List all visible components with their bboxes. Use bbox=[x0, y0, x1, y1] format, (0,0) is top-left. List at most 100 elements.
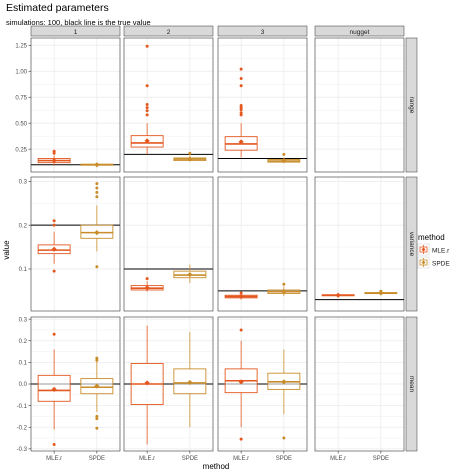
chart-subtitle: simulations: 100, black line is the true… bbox=[6, 18, 151, 27]
outlier-point bbox=[145, 113, 149, 117]
y-tick-label: 0.3 bbox=[19, 317, 28, 323]
panel bbox=[314, 316, 405, 452]
column-strip bbox=[314, 25, 405, 37]
mean-marker bbox=[238, 379, 244, 385]
panel-border bbox=[123, 316, 214, 452]
row-strip-label: variance bbox=[408, 232, 415, 257]
mean-marker bbox=[281, 157, 287, 164]
mean-marker bbox=[238, 139, 244, 145]
column-strip-label: 3 bbox=[261, 29, 265, 36]
x-tick-label: MLE.r bbox=[233, 456, 249, 462]
panel-background bbox=[218, 177, 307, 311]
y-tick-label: 0.75 bbox=[15, 95, 27, 101]
y-tick-label: -0.1 bbox=[17, 404, 28, 410]
panel-border bbox=[123, 176, 214, 312]
outlier-point bbox=[52, 332, 56, 336]
mean-marker bbox=[144, 138, 150, 144]
mean-marker bbox=[187, 379, 193, 386]
y-tick-label: 1.00 bbox=[15, 69, 27, 75]
mean-marker bbox=[94, 383, 100, 389]
outlier-point bbox=[145, 84, 149, 88]
x-tick-label: MLE.r bbox=[139, 456, 155, 462]
outlier-point bbox=[239, 84, 243, 88]
x-tick-label: MLE.r bbox=[330, 456, 346, 462]
legend-key-mean bbox=[421, 260, 426, 265]
panel-border bbox=[123, 37, 214, 173]
outlier-point bbox=[95, 356, 99, 360]
y-tick-label: 0.3 bbox=[19, 180, 28, 186]
outlier-point bbox=[282, 436, 286, 440]
row-strip-label: mean bbox=[408, 376, 415, 393]
outlier-point bbox=[95, 417, 99, 421]
panel bbox=[30, 316, 121, 452]
outlier-point bbox=[282, 282, 286, 286]
outlier-point bbox=[239, 111, 243, 115]
outlier-point bbox=[52, 443, 56, 447]
mean-marker bbox=[51, 386, 57, 393]
column-strip-label: 1 bbox=[74, 29, 78, 36]
panel-background bbox=[31, 38, 120, 172]
outlier-point bbox=[95, 190, 99, 194]
y-tick-label: 0.1 bbox=[19, 361, 28, 367]
outlier-point bbox=[52, 269, 56, 273]
row-strip bbox=[405, 37, 418, 173]
outlier-point bbox=[95, 426, 99, 430]
x-tick-label: SPDE bbox=[89, 456, 105, 462]
panel bbox=[123, 316, 214, 452]
y-tick-label: 0.0 bbox=[19, 382, 28, 388]
mean-marker bbox=[94, 230, 100, 236]
panel-border bbox=[30, 176, 121, 312]
outlier-point bbox=[188, 151, 192, 155]
column-strip-label: nugget bbox=[350, 29, 370, 36]
mean-marker bbox=[281, 379, 287, 385]
panel bbox=[123, 176, 214, 312]
outlier-point bbox=[52, 151, 56, 155]
outlier-point bbox=[239, 437, 243, 441]
y-tick-label: 1.25 bbox=[15, 43, 27, 49]
panel bbox=[217, 176, 308, 312]
outlier-point bbox=[239, 108, 243, 112]
panel-background bbox=[31, 177, 120, 311]
mean-marker bbox=[238, 293, 244, 300]
outlier-point bbox=[52, 223, 56, 227]
outlier-point bbox=[239, 104, 243, 108]
y-tick-label: 0.50 bbox=[15, 121, 27, 127]
outlier-point bbox=[95, 195, 99, 199]
panel-background bbox=[124, 38, 213, 172]
outlier-point bbox=[95, 182, 99, 186]
y-tick-label: -0.2 bbox=[17, 425, 28, 431]
panel-border bbox=[314, 316, 405, 452]
column-strip-label: 2 bbox=[167, 29, 171, 36]
panel-border bbox=[217, 176, 308, 312]
mean-marker bbox=[51, 157, 57, 164]
outlier-point bbox=[95, 358, 99, 362]
panel bbox=[30, 37, 121, 173]
row-strip bbox=[405, 176, 418, 312]
y-tick-label: 0.1 bbox=[19, 267, 28, 273]
panel-background bbox=[315, 38, 404, 172]
outlier-point bbox=[95, 265, 99, 269]
legend-title: method bbox=[418, 233, 445, 242]
mean-marker bbox=[335, 292, 341, 298]
panel-border bbox=[217, 316, 308, 452]
panel-border bbox=[217, 37, 308, 173]
panel bbox=[217, 316, 308, 452]
legend-key-mean bbox=[421, 247, 426, 252]
row-strip-label: range bbox=[408, 97, 415, 114]
panel-border bbox=[30, 37, 121, 173]
x-axis-title: method bbox=[203, 462, 230, 471]
mean-marker bbox=[144, 380, 150, 386]
legend: method MLE.r SPDE bbox=[417, 233, 450, 269]
outlier-point bbox=[145, 106, 149, 110]
legend-label: MLE.r bbox=[432, 248, 450, 255]
x-tick-label: SPDE bbox=[276, 456, 292, 462]
x-tick-label: MLE.r bbox=[46, 456, 62, 462]
x-tick-label: SPDE bbox=[373, 456, 389, 462]
mean-marker bbox=[281, 289, 287, 295]
column-strip bbox=[30, 25, 121, 37]
outlier-point bbox=[239, 67, 243, 71]
outlier-point bbox=[239, 291, 243, 295]
panel bbox=[314, 37, 405, 173]
outlier-point bbox=[145, 102, 149, 106]
